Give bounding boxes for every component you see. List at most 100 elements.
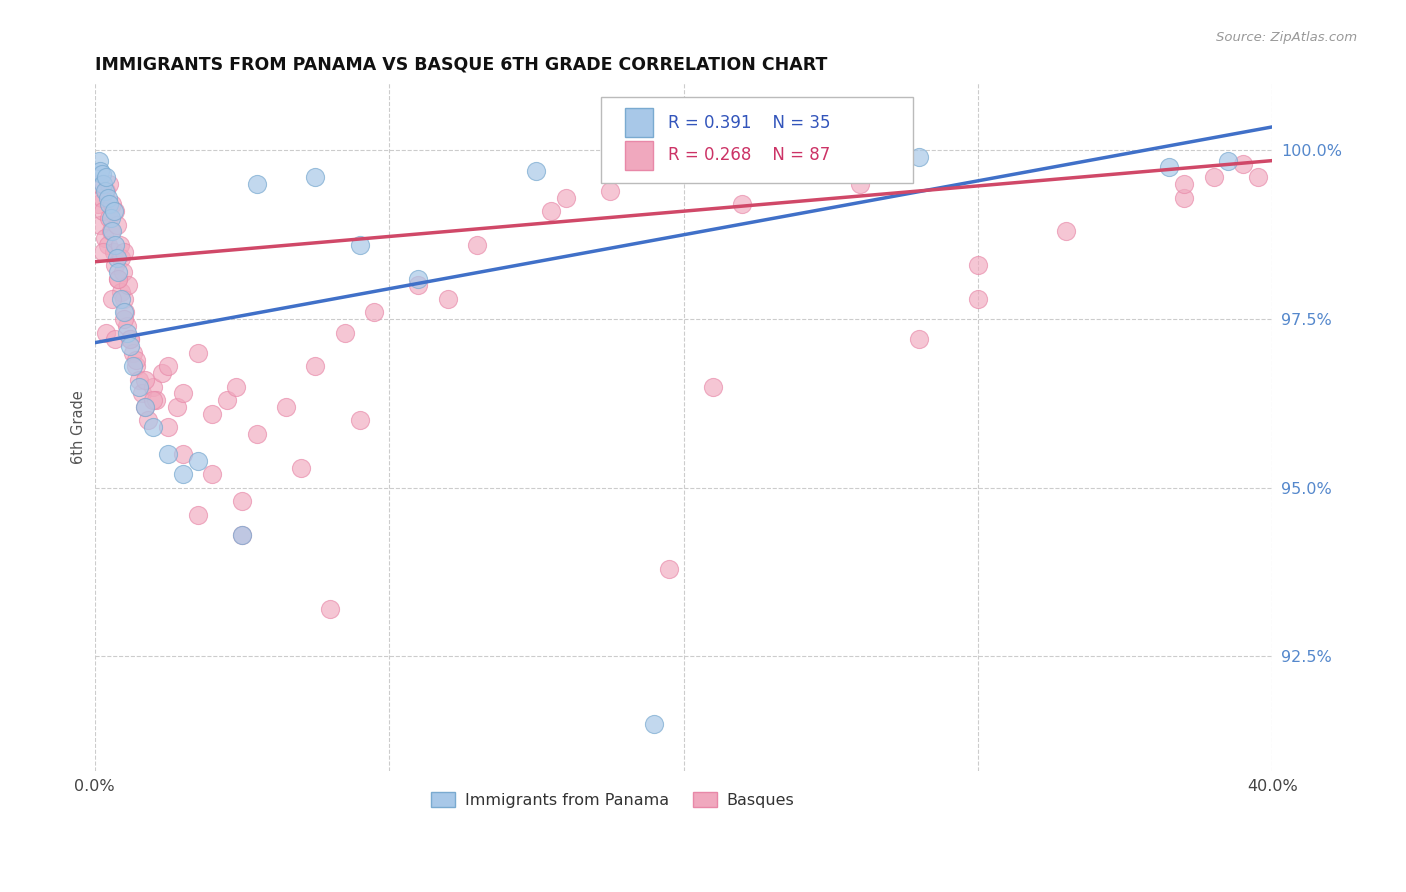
Point bbox=[166, 400, 188, 414]
Point bbox=[1232, 157, 1254, 171]
Point bbox=[131, 386, 153, 401]
Point bbox=[967, 258, 990, 272]
Point bbox=[231, 528, 253, 542]
Point bbox=[115, 318, 138, 333]
Point bbox=[101, 224, 124, 238]
Text: R = 0.268    N = 87: R = 0.268 N = 87 bbox=[668, 146, 831, 164]
Point bbox=[110, 292, 132, 306]
Point bbox=[118, 339, 141, 353]
Point bbox=[554, 191, 576, 205]
Point bbox=[98, 178, 121, 192]
Point bbox=[104, 332, 127, 346]
Point bbox=[121, 346, 143, 360]
Point bbox=[125, 352, 148, 367]
Point bbox=[967, 292, 990, 306]
Point bbox=[89, 163, 111, 178]
Point bbox=[150, 366, 173, 380]
Point bbox=[89, 218, 111, 232]
Text: IMMIGRANTS FROM PANAMA VS BASQUE 6TH GRADE CORRELATION CHART: IMMIGRANTS FROM PANAMA VS BASQUE 6TH GRA… bbox=[94, 55, 827, 73]
Point bbox=[101, 197, 124, 211]
Point bbox=[104, 238, 127, 252]
Point bbox=[363, 305, 385, 319]
Point bbox=[91, 167, 114, 181]
Point bbox=[112, 312, 135, 326]
Point bbox=[187, 508, 209, 522]
Point bbox=[121, 359, 143, 374]
Point bbox=[349, 413, 371, 427]
Point bbox=[112, 305, 135, 319]
Point bbox=[408, 271, 430, 285]
Point bbox=[107, 265, 129, 279]
Point bbox=[172, 386, 194, 401]
Point bbox=[103, 244, 125, 259]
Point bbox=[157, 447, 180, 461]
Point bbox=[112, 244, 135, 259]
Point bbox=[118, 332, 141, 346]
Point bbox=[245, 178, 267, 192]
Point bbox=[908, 332, 931, 346]
Point bbox=[408, 278, 430, 293]
Point bbox=[849, 178, 872, 192]
Point bbox=[231, 528, 253, 542]
Point bbox=[333, 326, 356, 340]
Point bbox=[98, 197, 121, 211]
Point bbox=[93, 244, 115, 259]
Point bbox=[1218, 153, 1240, 168]
Point bbox=[98, 211, 121, 225]
Point bbox=[658, 562, 681, 576]
Point bbox=[142, 379, 165, 393]
Point bbox=[304, 170, 326, 185]
Point bbox=[128, 373, 150, 387]
Point bbox=[172, 467, 194, 482]
Point bbox=[108, 238, 131, 252]
Point bbox=[112, 292, 135, 306]
Point bbox=[1159, 161, 1181, 175]
Point bbox=[104, 258, 127, 272]
Point bbox=[100, 211, 122, 225]
Point bbox=[1202, 170, 1225, 185]
Point bbox=[1247, 170, 1270, 185]
Point bbox=[467, 238, 489, 252]
Text: Source: ZipAtlas.com: Source: ZipAtlas.com bbox=[1216, 31, 1357, 45]
Point bbox=[157, 420, 180, 434]
Point bbox=[87, 153, 110, 168]
Point bbox=[105, 252, 128, 266]
Point bbox=[104, 204, 127, 219]
Point bbox=[91, 191, 114, 205]
Text: R = 0.391    N = 35: R = 0.391 N = 35 bbox=[668, 114, 831, 132]
Point bbox=[134, 373, 156, 387]
Point bbox=[201, 467, 224, 482]
Point bbox=[231, 494, 253, 508]
Point bbox=[94, 231, 117, 245]
Point bbox=[103, 204, 125, 219]
Point bbox=[187, 346, 209, 360]
Point bbox=[107, 271, 129, 285]
Point bbox=[145, 392, 167, 407]
Point bbox=[115, 326, 138, 340]
Point bbox=[114, 305, 136, 319]
Point bbox=[225, 379, 247, 393]
Point bbox=[702, 379, 724, 393]
FancyBboxPatch shape bbox=[624, 141, 652, 169]
Point bbox=[1173, 191, 1195, 205]
Point bbox=[96, 326, 118, 340]
Point bbox=[96, 184, 118, 198]
Point bbox=[217, 392, 239, 407]
Point bbox=[93, 204, 115, 219]
Point bbox=[105, 218, 128, 232]
Point bbox=[274, 400, 297, 414]
Point bbox=[437, 292, 460, 306]
FancyBboxPatch shape bbox=[600, 97, 914, 183]
Point bbox=[172, 447, 194, 461]
Point bbox=[94, 184, 117, 198]
Point bbox=[349, 238, 371, 252]
Point bbox=[101, 292, 124, 306]
Point bbox=[304, 359, 326, 374]
FancyBboxPatch shape bbox=[624, 109, 652, 137]
Point bbox=[97, 191, 120, 205]
Point bbox=[134, 400, 156, 414]
Point bbox=[643, 716, 665, 731]
Legend: Immigrants from Panama, Basques: Immigrants from Panama, Basques bbox=[425, 786, 800, 814]
Point bbox=[201, 407, 224, 421]
Point bbox=[118, 332, 141, 346]
